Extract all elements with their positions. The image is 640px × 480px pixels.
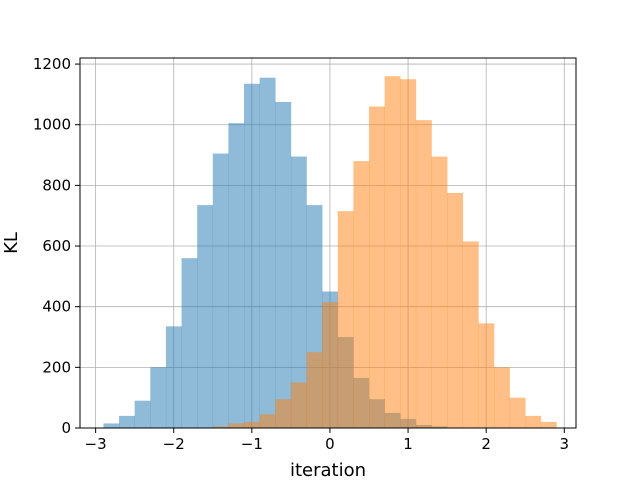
histogram-bar bbox=[181, 258, 198, 428]
histogram-bar bbox=[509, 397, 526, 428]
histogram-bar bbox=[134, 400, 151, 428]
histogram-bar bbox=[415, 120, 432, 429]
histogram-bar bbox=[165, 326, 182, 428]
histogram-series bbox=[103, 76, 557, 429]
plot-frame bbox=[79, 57, 577, 429]
histogram-bar bbox=[369, 106, 385, 428]
x-tick-label: −3 bbox=[85, 435, 107, 453]
y-axis-label: KL bbox=[1, 232, 22, 254]
histogram-bar bbox=[306, 352, 323, 428]
histogram-bar bbox=[244, 83, 260, 428]
histogram-bar bbox=[290, 156, 307, 429]
histogram-bar bbox=[400, 79, 417, 429]
y-tick-label: 800 bbox=[42, 176, 71, 194]
x-tick-label: −2 bbox=[163, 435, 185, 453]
histogram-bar bbox=[275, 101, 292, 429]
histogram-bar bbox=[150, 367, 167, 428]
histogram-bar bbox=[353, 161, 370, 429]
histogram-bar bbox=[228, 123, 245, 428]
histogram-series-2 bbox=[212, 76, 557, 429]
y-tick-label: 1200 bbox=[33, 55, 71, 73]
histogram-bar bbox=[447, 192, 464, 428]
x-tick-label: 1 bbox=[403, 435, 413, 453]
x-tick-label: 3 bbox=[560, 435, 570, 453]
x-tick-label: 0 bbox=[325, 435, 335, 453]
y-tick-label: 600 bbox=[42, 237, 71, 255]
histogram-bar bbox=[493, 367, 510, 428]
y-tick-label: 200 bbox=[42, 358, 71, 376]
histogram-bar bbox=[259, 77, 276, 429]
histogram-bar bbox=[478, 323, 495, 428]
histogram-bar bbox=[540, 421, 557, 428]
histogram-bar bbox=[103, 423, 120, 428]
axis-ticks: −3 −2 −1 0 1 2 3 0 200 400 600 800 1000 1200 bbox=[33, 55, 569, 453]
histogram-bar bbox=[259, 414, 276, 428]
histogram-bar bbox=[384, 76, 401, 429]
histogram-bar bbox=[119, 415, 135, 428]
histogram-bar bbox=[337, 211, 354, 428]
histogram-bar bbox=[322, 302, 339, 428]
histogram-bar bbox=[462, 241, 479, 428]
x-axis-label: iteration bbox=[290, 460, 366, 480]
y-tick-label: 400 bbox=[42, 298, 71, 316]
histogram-bar bbox=[431, 156, 448, 429]
y-tick-label: 0 bbox=[61, 419, 71, 437]
x-tick-label: 2 bbox=[481, 435, 491, 453]
y-tick-label: 1000 bbox=[33, 116, 71, 134]
histogram-bar bbox=[212, 153, 229, 429]
histogram-bar bbox=[525, 415, 542, 428]
histogram-bar bbox=[212, 426, 229, 428]
histogram-bar bbox=[228, 423, 245, 428]
histogram-bar bbox=[244, 421, 260, 428]
histogram-bar bbox=[197, 205, 214, 428]
histogram-bar bbox=[290, 382, 307, 428]
histogram-bar bbox=[275, 399, 292, 428]
x-tick-label: −1 bbox=[241, 435, 263, 453]
